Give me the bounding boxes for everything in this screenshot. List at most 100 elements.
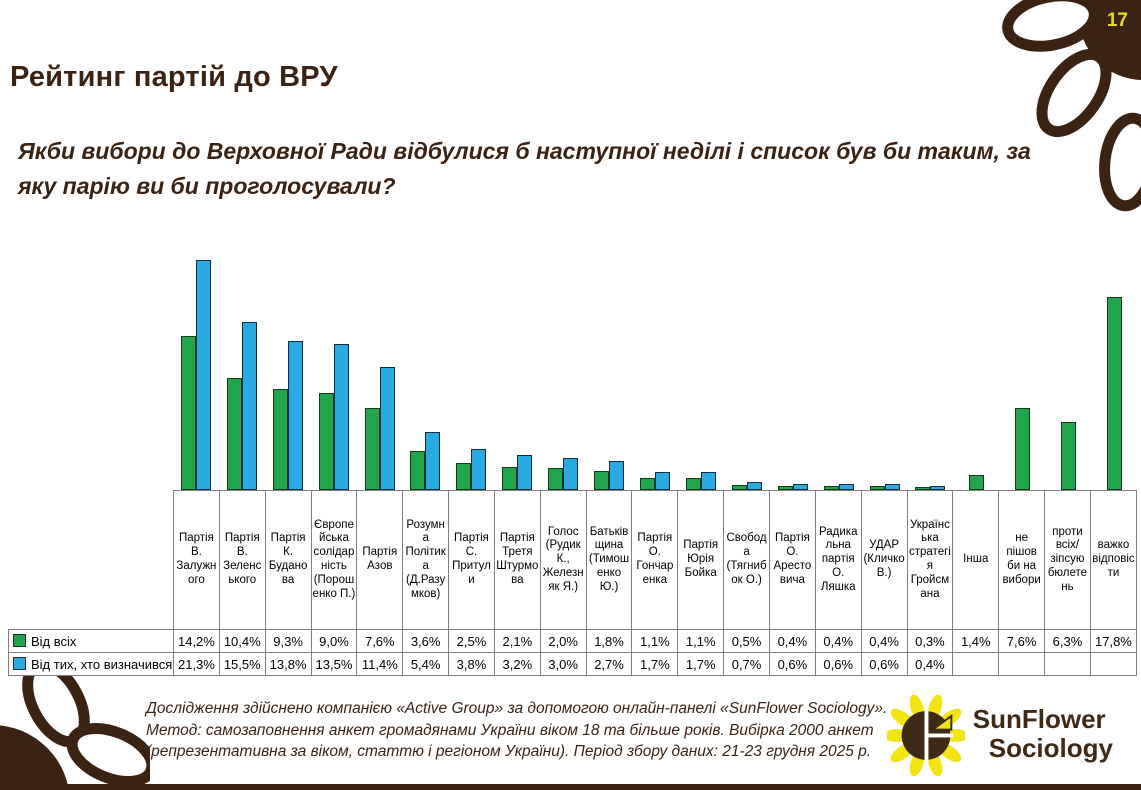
value-cell [1089,652,1138,676]
bar-green [823,485,839,490]
value-cell: 0,4% [814,629,862,653]
bar-chart [173,252,1137,491]
value-cell: 0,4% [906,652,954,676]
table-corner-blank [9,491,174,630]
sunflower-logo-icon [886,694,965,776]
value-cell: 13,5% [310,652,358,676]
bar-green [180,336,196,490]
legend-cell: Від всіх [8,629,174,653]
bar-green [1014,407,1030,490]
value-cell: 0,6% [768,652,816,676]
party-header-cell: Партія О. Арестовича [768,490,816,630]
bar-green [968,474,984,490]
party-header-cell: Партія К. Буданова [264,490,312,630]
value-cell [1044,652,1091,676]
value-cell: 3,2% [493,652,541,676]
bar-blue [700,471,716,490]
page-number: 17 [1106,10,1128,31]
bar-blue [195,259,211,490]
logo: SunFlower Sociology [886,692,1113,776]
bar-green [410,451,426,490]
party-header-cell: Розумна Політика (Д.Разумков) [402,490,450,630]
party-header-cell: Партія В. Залужного [173,490,220,630]
bar-blue [517,455,533,490]
value-cell: 7,6% [356,629,404,653]
legend-cell: Від тих, хто визначився [8,652,174,676]
bar-green [869,485,885,490]
value-cell [952,652,1000,676]
value-cell: 17,8% [1089,629,1138,653]
party-header-cell: Європейська солідарність (Порошенко П.) [310,490,358,630]
bar-blue [838,483,854,490]
bar-green [777,485,793,490]
bar-green [1106,297,1122,490]
bar-blue [471,448,487,490]
party-header-cell: Батьківщина (Тимошенко Ю.) [585,490,633,630]
value-cell: 6,3% [1044,629,1091,653]
logo-line2: Sociology [988,733,1113,763]
bottom-accent-bar [0,784,1141,790]
bar-green [640,478,655,490]
bar-green [318,392,334,490]
bar-green [594,470,610,490]
value-cell: 11,4% [356,652,404,676]
party-header-cell: Партія В. Зеленського [218,490,266,630]
value-cell: 3,8% [448,652,495,676]
value-cell: 1,4% [952,629,1000,653]
legend-swatch-green [13,633,26,647]
value-cell: 0,3% [906,629,954,653]
value-cell: 0,6% [814,652,862,676]
party-header-cell: Партія Азов [356,490,404,630]
party-header-cell: Партія О. Гончаренка [631,490,679,630]
corner-flower-top-right-icon [1002,0,1141,212]
value-cell: 7,6% [998,629,1046,653]
logo-text: SunFlower Sociology [973,705,1113,762]
value-cell: 21,3% [173,652,220,676]
value-cell: 3,0% [539,652,587,676]
value-cell: 14,2% [173,629,220,653]
bar-blue [563,457,579,490]
bar-green [456,462,472,490]
party-header-cell: УДАР (Кличко В.) [860,490,908,630]
value-cell: 0,4% [768,629,816,653]
bar-blue [792,483,808,490]
party-header-cell: Радикальна партія О. Ляшка [814,490,862,630]
bar-green [731,484,747,490]
bar-blue [333,343,349,490]
party-header-cell: не пішов би на вибори [998,490,1046,630]
party-header-cell: Голос (Рудик К., Железняк Я.) [539,490,587,630]
value-cell: 0,6% [860,652,908,676]
question-text: Якби вибори до Верховної Ради відбулися … [18,138,1031,199]
bar-green [272,389,288,490]
value-cell: 1,8% [585,629,633,653]
value-cell: 1,7% [677,652,725,676]
bar-blue [655,471,670,490]
value-cell [998,652,1046,676]
party-header-cell: проти всіх/зіпсую бюлетень [1044,490,1091,630]
bar-blue [884,483,900,490]
bar-blue [287,340,303,490]
value-cell: 1,7% [631,652,679,676]
bar-blue [930,485,946,490]
footer-text: Дослідження здійснено компанією «Active … [146,700,888,761]
value-cell: 9,3% [264,629,312,653]
bar-green [226,377,242,490]
logo-line1: SunFlower [972,704,1106,735]
corner-flower-bottom-left-icon [0,675,150,790]
value-cell: 3,6% [402,629,450,653]
value-cell: 15,5% [218,652,266,676]
value-cell: 0,5% [723,629,770,653]
bar-blue [379,366,395,490]
value-cell: 1,1% [631,629,679,653]
party-header-cell: Партія С. Притули [448,490,495,630]
bar-green [502,467,518,490]
value-cell: 5,4% [402,652,450,676]
data-table: Партія В. Залужного Партія В. Зеленського… [8,490,1138,676]
party-header-cell: Українська стратегія Гройсмана [906,490,954,630]
value-cell: 1,1% [677,629,725,653]
bar-green [685,478,701,490]
value-cell: 2,0% [539,629,587,653]
party-header-cell: важко відповісти [1089,490,1138,630]
bar-blue [746,482,762,490]
